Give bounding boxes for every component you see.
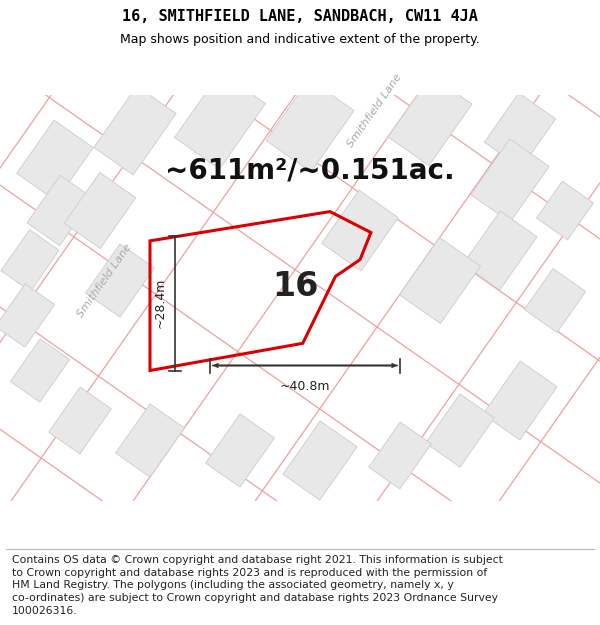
Text: ~28.4m: ~28.4m	[154, 278, 167, 328]
Polygon shape	[266, 79, 354, 172]
Polygon shape	[116, 404, 184, 477]
Polygon shape	[1, 230, 59, 291]
Polygon shape	[17, 120, 94, 201]
Polygon shape	[524, 269, 586, 332]
Text: 100026316.: 100026316.	[12, 606, 77, 616]
Text: Smithfield Lane: Smithfield Lane	[346, 72, 404, 149]
Polygon shape	[64, 173, 136, 249]
Polygon shape	[368, 422, 431, 489]
Polygon shape	[49, 387, 112, 454]
Text: Map shows position and indicative extent of the property.: Map shows position and indicative extent…	[120, 32, 480, 46]
Text: Smithfield Lane: Smithfield Lane	[76, 242, 134, 319]
Text: ~40.8m: ~40.8m	[280, 379, 330, 392]
Polygon shape	[27, 175, 93, 246]
Polygon shape	[483, 361, 557, 440]
Polygon shape	[175, 72, 265, 169]
Text: ~611m²/~0.151ac.: ~611m²/~0.151ac.	[165, 156, 455, 184]
Polygon shape	[388, 76, 472, 166]
Polygon shape	[463, 211, 537, 290]
Polygon shape	[0, 284, 55, 347]
Text: 16: 16	[272, 270, 319, 303]
Polygon shape	[484, 93, 556, 168]
Text: to Crown copyright and database rights 2023 and is reproduced with the permissio: to Crown copyright and database rights 2…	[12, 568, 487, 578]
Polygon shape	[322, 190, 398, 271]
Text: 16, SMITHFIELD LANE, SANDBACH, CW11 4JA: 16, SMITHFIELD LANE, SANDBACH, CW11 4JA	[122, 9, 478, 24]
Text: Contains OS data © Crown copyright and database right 2021. This information is : Contains OS data © Crown copyright and d…	[12, 555, 503, 565]
Polygon shape	[425, 394, 494, 467]
Polygon shape	[283, 421, 357, 500]
Polygon shape	[536, 181, 593, 240]
Text: co-ordinates) are subject to Crown copyright and database rights 2023 Ordnance S: co-ordinates) are subject to Crown copyr…	[12, 593, 498, 603]
Polygon shape	[10, 339, 70, 402]
Polygon shape	[206, 414, 274, 487]
Polygon shape	[400, 238, 481, 324]
Text: HM Land Registry. The polygons (including the associated geometry, namely x, y: HM Land Registry. The polygons (includin…	[12, 581, 454, 591]
Polygon shape	[86, 244, 154, 317]
Polygon shape	[471, 139, 549, 222]
Polygon shape	[94, 86, 176, 175]
